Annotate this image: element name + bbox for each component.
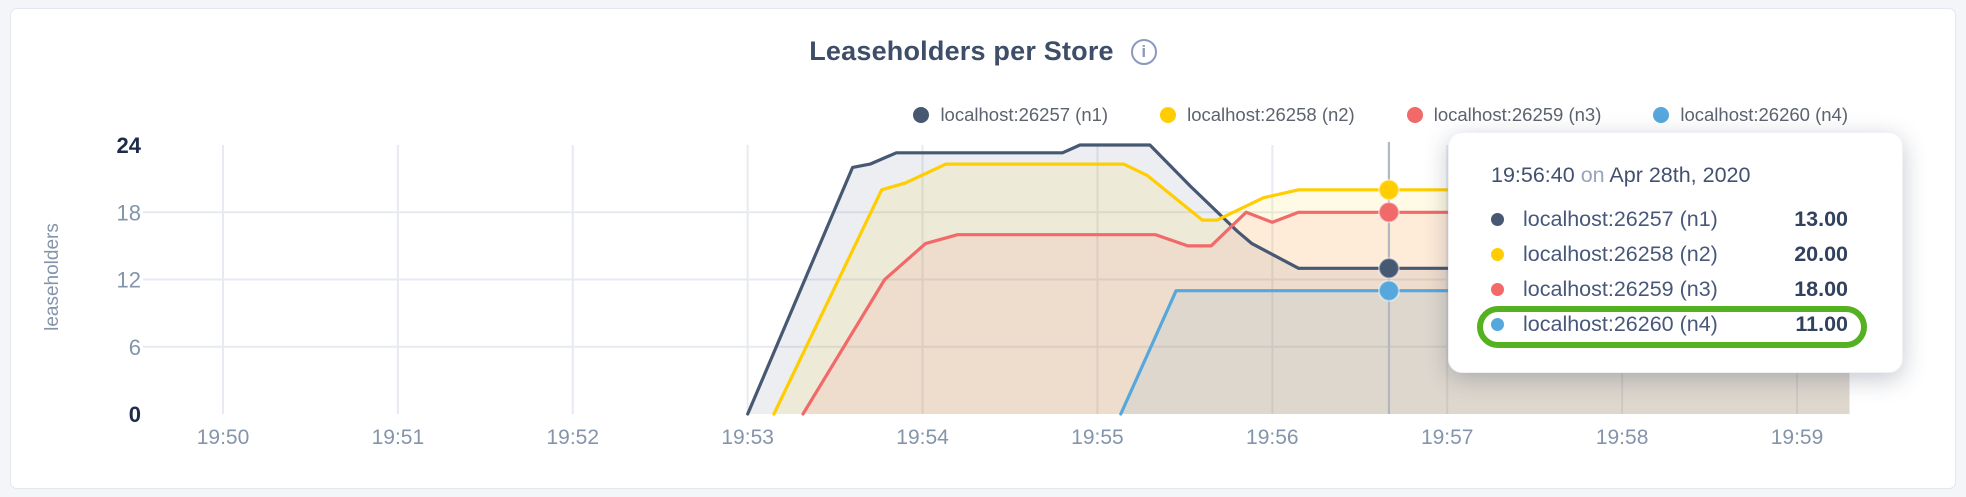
x-axis-tick-label: 19:55 xyxy=(1071,426,1124,449)
tooltip-row-label: localhost:26260 (n4) xyxy=(1523,312,1718,336)
chart-title: Leaseholders per Store xyxy=(809,36,1114,66)
legend-item-n4[interactable]: localhost:26260 (n4) xyxy=(1653,104,1848,126)
tooltip-header: 19:56:40 on Apr 28th, 2020 xyxy=(1491,163,1848,188)
tooltip-date: Apr 28th, 2020 xyxy=(1609,163,1751,187)
tooltip-row-value: 11.00 xyxy=(1795,312,1848,336)
tooltip-row-value: 20.00 xyxy=(1794,242,1848,266)
y-axis-tick-label: 12 xyxy=(117,268,141,293)
y-axis-tick-label: 6 xyxy=(129,335,141,360)
tooltip-row-value: 13.00 xyxy=(1794,207,1848,231)
tooltip-connector: on xyxy=(1580,163,1605,187)
tooltip-rows: localhost:26257 (n1) 13.00 localhost:26258… xyxy=(1491,202,1848,342)
tooltip-time: 19:56:40 xyxy=(1491,163,1575,187)
info-icon[interactable]: i xyxy=(1130,38,1157,65)
x-axis-tick-label: 19:57 xyxy=(1421,426,1474,449)
tooltip-row-n1: localhost:26257 (n1) 13.00 xyxy=(1491,202,1848,237)
tooltip-row-n4-highlighted: localhost:26260 (n4) 11.00 xyxy=(1491,307,1848,342)
tooltip-row-label: localhost:26257 (n1) xyxy=(1523,207,1718,231)
x-axis-tick-label: 19:59 xyxy=(1771,426,1824,449)
legend-label: localhost:26257 (n1) xyxy=(940,104,1109,125)
tooltip-row-n3: localhost:26259 (n3) 18.00 xyxy=(1491,272,1848,307)
legend-label: localhost:26258 (n2) xyxy=(1187,104,1355,125)
y-axis-tick-label: 18 xyxy=(117,200,141,225)
legend-item-n1[interactable]: localhost:26257 (n1) xyxy=(913,104,1108,126)
x-axis-tick-label: 19:53 xyxy=(721,426,774,449)
hover-dot-n3 xyxy=(1377,201,1400,224)
hover-tooltip: 19:56:40 on Apr 28th, 2020 localhost:262… xyxy=(1448,132,1903,373)
hover-dot-n4 xyxy=(1377,279,1400,302)
tooltip-row-value: 18.00 xyxy=(1794,277,1848,301)
legend-dot xyxy=(1406,107,1423,123)
legend-item-n3[interactable]: localhost:26259 (n3) xyxy=(1406,104,1602,126)
legend-label: localhost:26260 (n4) xyxy=(1680,104,1848,125)
legend-dot xyxy=(1160,107,1177,123)
y-axis-tick-label: 0 xyxy=(129,402,141,427)
chart-legend: localhost:26257 (n1) localhost:26258 (n2)… xyxy=(913,104,1848,126)
tooltip-row-label: localhost:26258 (n2) xyxy=(1523,242,1718,266)
tooltip-row-dot xyxy=(1491,213,1504,226)
x-axis-tick-label: 19:51 xyxy=(372,426,425,449)
legend-label: localhost:26259 (n3) xyxy=(1433,104,1602,125)
x-axis-tick-label: 19:54 xyxy=(896,426,949,449)
hover-dot-n2 xyxy=(1377,178,1400,201)
legend-item-n2[interactable]: localhost:26258 (n2) xyxy=(1160,104,1355,126)
y-axis-tick-label: 24 xyxy=(117,133,142,158)
legend-dot xyxy=(1653,107,1670,123)
chart-header: Leaseholders per Store i xyxy=(0,36,1966,67)
tooltip-row-dot xyxy=(1491,248,1504,261)
x-axis-tick-label: 19:52 xyxy=(546,426,599,449)
x-axis-tick-label: 19:50 xyxy=(197,426,250,449)
series-line-n1 xyxy=(746,143,1852,416)
tooltip-row-label: localhost:26259 (n3) xyxy=(1523,277,1718,301)
tooltip-row-dot xyxy=(1491,283,1504,296)
legend-dot xyxy=(913,107,930,123)
tooltip-row-dot xyxy=(1491,318,1504,331)
series-line-n3 xyxy=(801,210,1852,416)
y-axis-title: leaseholders xyxy=(42,223,63,331)
series-line-n2 xyxy=(772,162,1852,416)
x-axis-tick-label: 19:58 xyxy=(1596,426,1649,449)
x-axis-tick-label: 19:56 xyxy=(1246,426,1299,449)
tooltip-row-n2: localhost:26258 (n2) 20.00 xyxy=(1491,237,1848,272)
hover-dot-n1 xyxy=(1377,257,1400,280)
